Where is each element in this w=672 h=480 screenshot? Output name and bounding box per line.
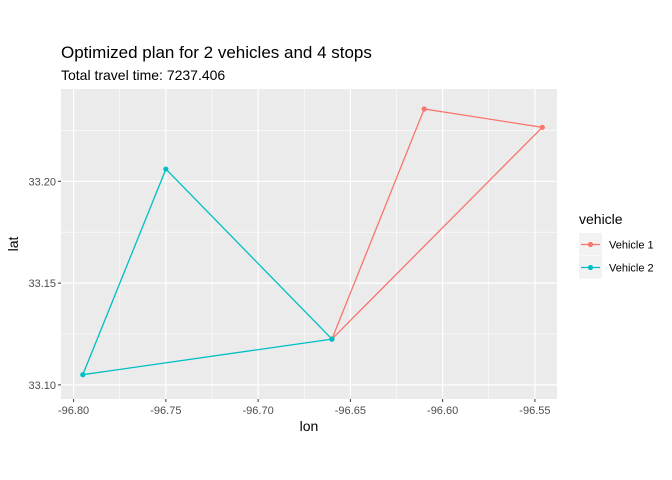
series-points [80,106,545,378]
chart-subtitle: Total travel time: 7237.406 [61,67,225,83]
data-point-vehicle-1 [421,106,427,112]
legend-label: Vehicle 2 [609,263,654,275]
y-tick-label: 33.20 [28,176,56,188]
chart-title: Optimized plan for 2 vehicles and 4 stop… [61,43,372,62]
minor-grid [61,89,557,399]
x-tick-label: -96.70 [243,405,274,417]
x-tick-label: -96.55 [519,405,550,417]
y-tick-label: 33.10 [28,380,56,392]
data-point-vehicle-2 [163,166,169,172]
x-tick-label: -96.75 [150,405,181,417]
plot-panel [61,89,557,399]
x-tick-label: -96.65 [335,405,366,417]
y-axis-title: lat [5,237,21,252]
legend-title: vehicle [579,211,623,227]
major-grid [61,89,557,399]
data-point-vehicle-1 [539,124,545,130]
y-axis: 33.10 33.15 33.20 [28,176,61,392]
legend-key-point [587,241,594,248]
y-tick-label: 33.15 [28,278,56,290]
series-line-vehicle-2 [81,167,333,376]
data-point-vehicle-2 [329,336,335,342]
x-axis: -96.80 -96.75 -96.70 -96.65 -96.60 -96.55 [58,399,551,417]
series-lines [81,108,544,376]
x-tick-label: -96.80 [58,405,89,417]
legend-label: Vehicle 1 [609,240,654,252]
x-tick-label: -96.60 [427,405,458,417]
legend: vehicle Vehicle 1 Vehicle 2 [579,211,654,279]
data-point-vehicle-2 [80,372,86,378]
legend-key-point [587,264,594,271]
x-axis-title: lon [300,418,319,434]
series-line-vehicle-1 [331,108,544,340]
